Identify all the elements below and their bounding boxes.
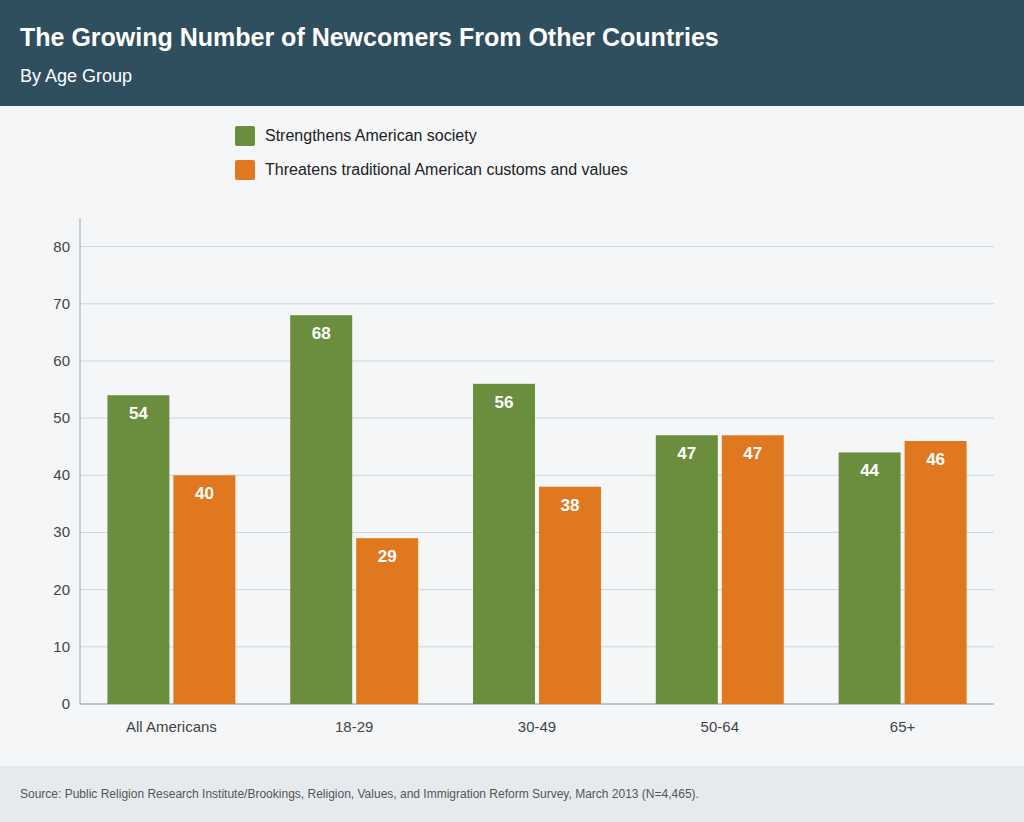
x-tick-label: 18-29 — [335, 718, 373, 735]
data-label: 47 — [677, 444, 696, 463]
legend-swatch — [235, 160, 255, 180]
grid-line — [80, 303, 994, 304]
bar — [722, 435, 784, 704]
legend-label: Threatens traditional American customs a… — [265, 161, 628, 178]
bar — [839, 452, 901, 704]
y-tick-label: 60 — [53, 352, 70, 369]
bar — [473, 384, 535, 704]
bar — [656, 435, 718, 704]
bar — [539, 487, 601, 704]
bar — [107, 395, 169, 704]
title: The Growing Number of Newcomers From Oth… — [20, 23, 719, 51]
data-label: 40 — [195, 484, 214, 503]
data-label: 46 — [926, 450, 945, 469]
data-labels: 54 68 56 47 44 40 29 38 47 46 — [129, 324, 945, 566]
y-tick-label: 0 — [62, 695, 70, 712]
footer-band — [0, 766, 1024, 822]
x-tick-label: 30-49 — [518, 718, 556, 735]
data-label: 29 — [378, 547, 397, 566]
chart-container: The Growing Number of Newcomers From Oth… — [0, 0, 1024, 822]
y-tick-label: 40 — [53, 466, 70, 483]
bar — [356, 538, 418, 704]
data-label: 68 — [312, 324, 331, 343]
y-tick-label: 70 — [53, 295, 70, 312]
data-label: 47 — [743, 444, 762, 463]
background — [0, 0, 1024, 822]
bar — [290, 315, 352, 704]
data-label: 54 — [129, 404, 148, 423]
bar — [173, 475, 235, 704]
y-axis: 0 10 20 30 40 50 60 70 80 — [53, 218, 994, 712]
grid-line — [80, 418, 994, 419]
grid-line — [80, 360, 994, 361]
data-label: 38 — [561, 496, 580, 515]
legend-label: Strengthens American society — [265, 127, 477, 144]
bars — [107, 315, 966, 704]
legend: Strengthens American society Threatens tr… — [235, 126, 628, 180]
chart: The Growing Number of Newcomers From Oth… — [0, 0, 1024, 822]
y-tick-label: 30 — [53, 523, 70, 540]
header-band — [0, 0, 1024, 106]
data-label: 44 — [860, 461, 879, 480]
data-label: 56 — [495, 393, 514, 412]
x-tick-label: All Americans — [126, 718, 217, 735]
source: Source: Public Religion Research Institu… — [20, 787, 699, 801]
y-tick-label: 80 — [53, 238, 70, 255]
y-tick-label: 50 — [53, 409, 70, 426]
y-axis-line — [80, 218, 81, 704]
grid-line — [80, 246, 994, 247]
x-tick-label: 50-64 — [701, 718, 739, 735]
y-tick-label: 20 — [53, 581, 70, 598]
y-tick-label: 10 — [53, 638, 70, 655]
x-axis: All Americans 18-29 30-49 50-64 65+ — [126, 718, 916, 735]
subtitle: By Age Group — [20, 66, 132, 86]
x-tick-label: 65+ — [890, 718, 916, 735]
bar — [905, 441, 967, 704]
legend-swatch — [235, 126, 255, 146]
